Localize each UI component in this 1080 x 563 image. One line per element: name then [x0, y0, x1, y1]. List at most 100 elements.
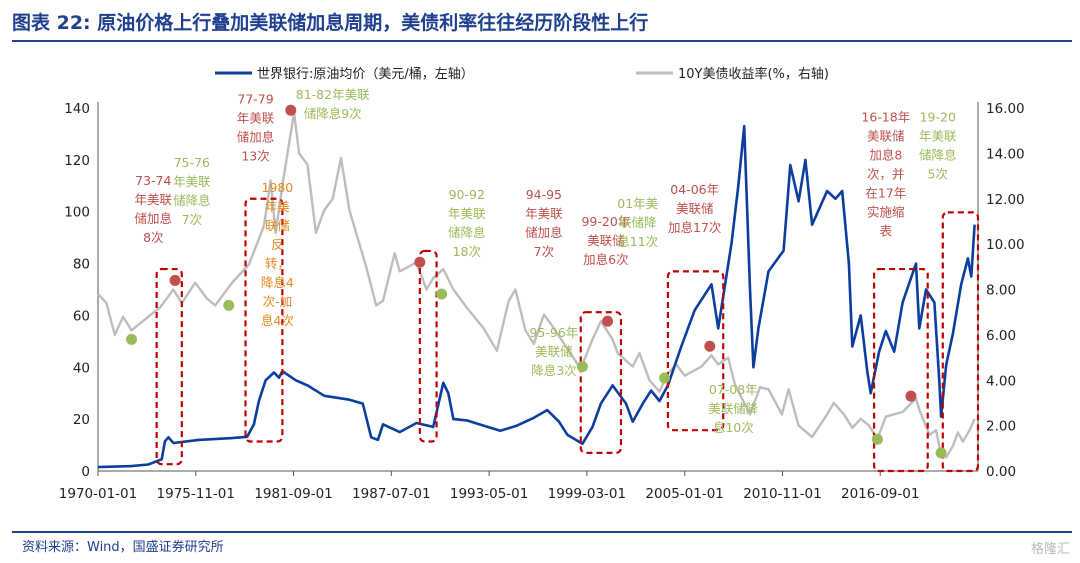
- annotation-line: 储加息: [237, 129, 275, 144]
- annotation-line: 75-76: [174, 155, 210, 170]
- hike-marker: [602, 315, 614, 327]
- y-right-tick-label: 12.00: [986, 192, 1025, 208]
- watermark: 格隆汇: [1030, 542, 1070, 557]
- y-left-tick-label: 140: [64, 101, 90, 117]
- annotation-line: 04-06年: [670, 182, 719, 197]
- annotation-line: 储加息: [525, 225, 563, 240]
- y-right-tick-label: 16.00: [986, 101, 1025, 117]
- annotation-line: 储加息: [135, 211, 173, 226]
- y-left-tick-label: 120: [64, 153, 90, 169]
- annotation-line: 01年美: [617, 196, 658, 211]
- annotation-line: 反: [271, 237, 284, 252]
- x-tick-label: 1993-05-01: [450, 486, 528, 502]
- cut-marker: [223, 299, 235, 311]
- annotation-line: 息11次: [617, 234, 658, 249]
- highlight-box: [244, 197, 284, 443]
- annotation-line: 16-18年: [861, 110, 910, 125]
- yield-line: [97, 111, 976, 459]
- highlight-boxes: [155, 197, 980, 473]
- annotation-line: 年美联: [237, 110, 275, 125]
- title-rule: [12, 40, 1072, 42]
- x-tick-label: 2010-11-01: [743, 486, 821, 502]
- x-tick-label: 2005-01-01: [645, 486, 723, 502]
- cut-marker: [126, 333, 138, 345]
- y-left-tick-label: 40: [73, 360, 90, 376]
- annotation-line: 加息17次: [668, 220, 721, 235]
- highlight-box: [666, 270, 725, 432]
- annotation-line: 73-74: [135, 173, 171, 188]
- y-right-tick-label: 2.00: [986, 419, 1016, 435]
- yield-series: [97, 111, 976, 459]
- annotation-line: 19-20: [920, 110, 956, 125]
- cut-marker: [576, 361, 588, 373]
- annotation-line: 降息3次: [531, 363, 576, 378]
- highlight-box: [941, 211, 980, 473]
- annotation-line: 年美联: [919, 129, 957, 144]
- annotation-line: 储降息9次: [304, 106, 362, 121]
- y-left-tick-label: 20: [73, 412, 90, 428]
- annotation-line: 99-20年: [581, 214, 630, 229]
- annotation-line: 次，并: [867, 167, 905, 182]
- x-tick-label: 1970-01-01: [59, 486, 137, 502]
- annotation-line: 07-08年: [709, 382, 758, 397]
- annotation-line: 美联储: [587, 233, 625, 248]
- cut-marker: [659, 372, 671, 384]
- annotation-line: 5次: [928, 167, 948, 182]
- annotation-line: 储降息: [173, 193, 211, 208]
- y-left-tick-label: 80: [73, 257, 90, 273]
- annotation-line: 90-92: [449, 187, 485, 202]
- legend-yield-label: 10Y美债收益率(%，右轴): [678, 66, 829, 82]
- cut-marker: [436, 288, 448, 300]
- annotation-line: 储降息: [919, 148, 957, 163]
- annotation-line: 7次: [182, 212, 202, 227]
- annotation-line: 18次: [453, 244, 481, 259]
- annotations: 73-74年美联储加息8次75-76年美联储降息7次77-79年美联储加息13次…: [135, 87, 957, 435]
- annotation-line: 年美联: [448, 206, 486, 221]
- annotation-line: 联储: [265, 218, 290, 233]
- y-right-tick-label: 0.00: [986, 464, 1016, 480]
- x-tick-label: 1987-07-01: [352, 486, 430, 502]
- annotation-line: 年美联: [173, 174, 211, 189]
- annotation-line: 94-95: [526, 187, 562, 202]
- y-right-tick-label: 8.00: [986, 283, 1016, 299]
- x-tick-label: 1981-09-01: [254, 486, 332, 502]
- y-right-tick-label: 4.00: [986, 373, 1016, 389]
- annotation-line: 息10次: [713, 420, 754, 435]
- highlight-box: [418, 249, 438, 443]
- x-tick-label: 1999-03-01: [548, 486, 626, 502]
- annotation-line: 加息8: [869, 148, 902, 163]
- hike-marker: [285, 104, 297, 116]
- footer-rule: [12, 531, 1072, 533]
- legend: 世界银行:原油均价（美元/桶，左轴） 10Y美债收益率(%，右轴): [215, 66, 829, 82]
- y-right-tick-label: 10.00: [986, 237, 1025, 253]
- source-note: 资料来源：Wind，国盛证券研究所: [22, 540, 224, 555]
- annotation-line: 降息4: [261, 275, 294, 290]
- annotation-line: 7次: [534, 244, 554, 259]
- cut-marker: [935, 447, 947, 459]
- highlight-box: [579, 311, 623, 454]
- hike-marker: [905, 390, 917, 402]
- annotation-line: 转，: [265, 256, 290, 271]
- cut-marker: [871, 433, 883, 445]
- annotation-line: 实施缩: [867, 205, 905, 220]
- annotation-line: 美联储: [676, 201, 714, 216]
- annotation-line: 储降息: [448, 225, 486, 240]
- annotation-line: 95-96年: [530, 325, 579, 340]
- y-left-tick-label: 100: [64, 205, 90, 221]
- oil-price-line: [97, 124, 976, 469]
- event-markers: [126, 104, 947, 459]
- highlight-box: [872, 267, 929, 473]
- axes: 0 20 40 60 80 100 120 140 0.00 2.00 4.00 6.00 8.00 10…: [59, 101, 1025, 502]
- annotation-line: 美联储: [867, 129, 905, 144]
- y-right-tick-label: 14.00: [986, 146, 1025, 162]
- annotation-line: 联储降: [619, 215, 657, 230]
- legend-oil-label: 世界银行:原油均价（美元/桶，左轴）: [257, 67, 474, 82]
- hike-marker: [704, 340, 716, 352]
- annotation-line: 表: [880, 224, 893, 239]
- oil-series: [97, 124, 976, 469]
- annotation-line: 年美联: [525, 206, 563, 221]
- annotation-line: 1980: [261, 180, 293, 195]
- highlight-box: [155, 267, 183, 466]
- hike-marker: [169, 274, 181, 286]
- annotation-line: 年美联: [135, 192, 173, 207]
